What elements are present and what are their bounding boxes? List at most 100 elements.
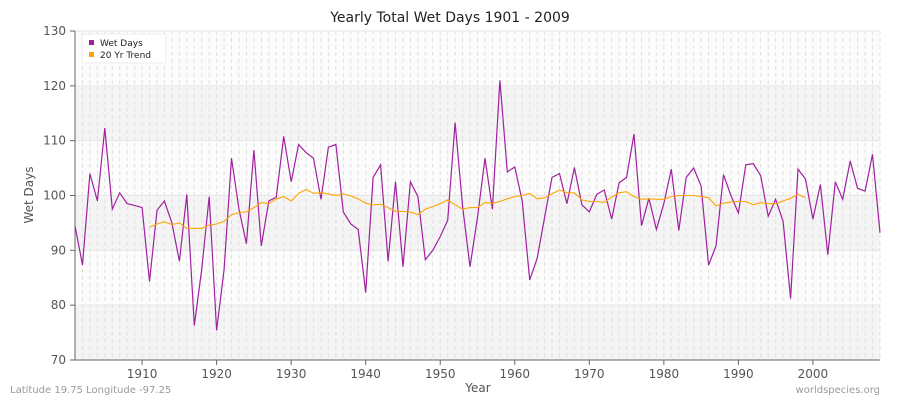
wet-days-point: [498, 79, 501, 82]
wet-days-point: [334, 143, 337, 146]
trend-point: [797, 193, 800, 196]
trend-point: [155, 223, 158, 226]
wet-days-point: [782, 220, 785, 223]
location-caption: Latitude 19.75 Longitude -97.25: [10, 385, 171, 396]
trend-point: [260, 201, 263, 204]
wet-days-point: [141, 206, 144, 209]
trend-point: [610, 196, 613, 199]
x-tick-label: 1980: [649, 367, 680, 381]
trend-point: [565, 191, 568, 194]
trend-point: [551, 192, 554, 195]
trend-point: [618, 191, 621, 194]
wet-days-point: [864, 190, 867, 193]
x-tick-label: 1910: [127, 367, 158, 381]
wet-days-point: [237, 208, 240, 211]
trend-point: [782, 199, 785, 202]
wet-days-point: [670, 168, 673, 171]
wet-days-point: [655, 228, 658, 231]
trend-point: [163, 220, 166, 223]
chart-title: Yearly Total Wet Days 1901 - 2009: [329, 10, 570, 26]
trend-point: [722, 202, 725, 205]
wet-days-point: [841, 198, 844, 201]
wet-days-point: [424, 258, 427, 261]
trend-point: [461, 208, 464, 211]
trend-point: [327, 192, 330, 195]
trend-point: [357, 197, 360, 200]
y-tick-label: 70: [51, 353, 66, 367]
wet-days-point: [826, 253, 829, 256]
trend-point: [483, 201, 486, 204]
wet-days-point: [357, 228, 360, 231]
trend-point: [744, 200, 747, 203]
trend-point: [677, 194, 680, 197]
legend-swatch-trend: [89, 52, 94, 57]
trend-point: [521, 194, 524, 197]
wet-days-point: [446, 219, 449, 222]
trend-point: [789, 197, 792, 200]
trend-point: [223, 220, 226, 223]
wet-days-point: [491, 208, 494, 211]
x-tick-label: 1940: [350, 367, 381, 381]
wet-days-point: [737, 212, 740, 215]
wet-days-point: [715, 244, 718, 247]
wet-days-point: [580, 203, 583, 206]
wet-days-point: [797, 168, 800, 171]
trend-point: [290, 199, 293, 202]
trend-point: [685, 194, 688, 197]
wet-days-point: [700, 185, 703, 188]
wet-days-point: [193, 324, 196, 327]
trend-point: [297, 192, 300, 195]
wet-days-point: [759, 174, 762, 177]
trend-point: [655, 198, 658, 201]
trend-point: [178, 221, 181, 224]
trend-point: [379, 203, 382, 206]
wet-days-point: [707, 264, 710, 267]
trend-point: [208, 224, 211, 227]
wet-days-point: [81, 264, 84, 267]
trend-point: [237, 211, 240, 214]
wet-days-point: [476, 216, 479, 219]
wet-days-point: [625, 176, 628, 179]
trend-point: [170, 223, 173, 226]
wet-days-point: [677, 229, 680, 232]
wet-days-point: [379, 163, 382, 166]
trend-point: [230, 213, 233, 216]
x-tick-label: 1930: [276, 367, 307, 381]
trend-point: [737, 200, 740, 203]
y-tick-label: 90: [51, 243, 66, 257]
y-tick-label: 100: [43, 189, 66, 203]
wet-days-point: [88, 172, 91, 175]
legend-box: [81, 33, 167, 64]
trend-point: [707, 196, 710, 199]
y-axis-label: Wet Days: [22, 166, 36, 223]
wet-days-point: [722, 173, 725, 176]
wet-days-point: [439, 235, 442, 238]
wet-days-point: [536, 257, 539, 260]
trend-point: [588, 200, 591, 203]
wet-days-point: [834, 180, 837, 183]
wet-days-point: [416, 195, 419, 198]
trend-point: [148, 226, 151, 229]
wet-days-point: [483, 157, 486, 160]
wet-days-point: [752, 162, 755, 165]
trend-point: [647, 197, 650, 200]
legend-label-wet-days: Wet Days: [100, 39, 143, 49]
wet-days-point: [223, 268, 226, 271]
x-tick-label: 2000: [798, 367, 829, 381]
trend-point: [767, 202, 770, 205]
wet-days-point: [513, 165, 516, 168]
wet-days-point: [96, 199, 99, 202]
trend-point: [342, 192, 345, 195]
y-tick-label: 110: [43, 134, 66, 148]
wet-days-point: [618, 181, 621, 184]
wet-days-point: [297, 143, 300, 146]
wet-days-point: [312, 157, 315, 160]
trend-point: [603, 201, 606, 204]
trend-point: [595, 200, 598, 203]
trend-point: [267, 202, 270, 205]
trend-point: [670, 195, 673, 198]
wet-days-point: [551, 176, 554, 179]
y-tick-label: 120: [43, 79, 66, 93]
trend-point: [715, 204, 718, 207]
